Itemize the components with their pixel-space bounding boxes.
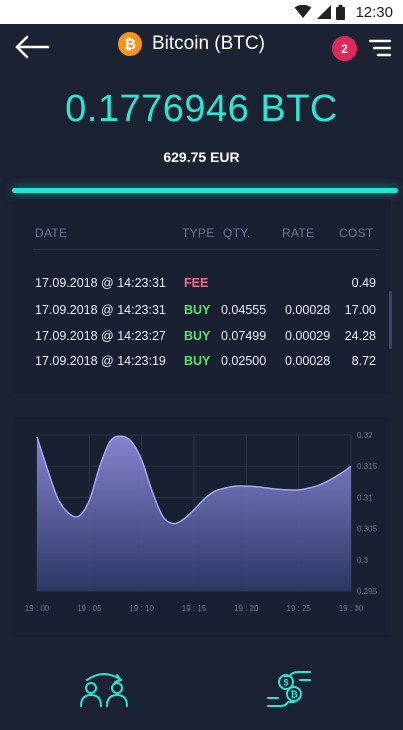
- coin-title: ₿ Bitcoin (BTC): [118, 32, 265, 56]
- transactions-header: DATE TYPE QTY. RATE COST: [13, 226, 391, 242]
- transaction-row[interactable]: 17.09.2018 @ 14:23:19 BUY 0.02500 0.0002…: [13, 354, 391, 372]
- y-tick-label: 0.315: [357, 462, 378, 471]
- tx-qty: 0.04555: [221, 303, 267, 317]
- x-tick-label: 19 : 15: [182, 604, 207, 613]
- y-tick-label: 0.305: [357, 525, 378, 534]
- money-exchange-icon[interactable]: $ ₿: [264, 664, 314, 714]
- status-bar: 12:30: [0, 0, 403, 24]
- battery-icon: [336, 4, 346, 20]
- transactions-scrollbar[interactable]: [389, 291, 392, 349]
- column-cost: COST: [339, 226, 374, 240]
- y-tick-label: 0.3: [357, 556, 369, 565]
- accent-divider: [12, 188, 398, 193]
- tx-type: FEE: [184, 276, 209, 290]
- tx-date: 17.09.2018 @ 14:23:31: [35, 303, 166, 317]
- price-chart-panel: 0.32 0.315 0.31 0.305 0.3 0.295 19 : 00 19 : 0…: [13, 417, 391, 637]
- notification-badge[interactable]: 2: [332, 36, 357, 61]
- tx-date: 17.09.2018 @ 14:23:19: [35, 354, 166, 368]
- svg-text:$: $: [283, 678, 288, 688]
- column-qty: QTY.: [223, 226, 251, 240]
- transaction-row[interactable]: 17.09.2018 @ 14:23:27 BUY 0.07499 0.0002…: [13, 329, 391, 347]
- column-rate: RATE: [282, 226, 315, 240]
- tx-cost: 8.72: [351, 354, 376, 368]
- header-divider: [33, 249, 379, 250]
- tx-rate: 0.00028: [285, 303, 331, 317]
- bottom-nav: $ ₿: [0, 660, 403, 720]
- column-date: DATE: [35, 226, 68, 240]
- balance-fiat: 629.75 EUR: [163, 149, 240, 165]
- y-tick-label: 0.295: [357, 587, 378, 596]
- tx-rate: 0.00029: [285, 329, 331, 343]
- transaction-row[interactable]: 17.09.2018 @ 14:23:31 BUY 0.04555 0.0002…: [13, 303, 391, 321]
- user-exchange-icon[interactable]: [77, 672, 131, 708]
- tx-date: 17.09.2018 @ 14:23:31: [35, 276, 166, 290]
- tx-type: BUY: [184, 354, 211, 368]
- tx-qty: 0.07499: [221, 329, 267, 343]
- transactions-panel: DATE TYPE QTY. RATE COST 17.09.2018 @ 14…: [13, 199, 392, 394]
- tx-cost: 0.49: [351, 276, 376, 290]
- price-line: [36, 435, 352, 525]
- y-tick-label: 0.32: [357, 431, 373, 440]
- tx-date: 17.09.2018 @ 14:23:27: [35, 329, 166, 343]
- price-chart: 0.32 0.315 0.31 0.305 0.3 0.295 19 : 00 19 : 0…: [25, 431, 378, 613]
- wifi-icon: [294, 5, 312, 18]
- status-time: 12:30: [355, 3, 393, 21]
- status-icons: [294, 4, 346, 20]
- y-tick-label: 0.31: [357, 493, 373, 502]
- transaction-row[interactable]: 17.09.2018 @ 14:23:31 FEE 0.49: [13, 276, 391, 294]
- column-type: TYPE: [182, 226, 215, 240]
- x-tick-label: 19 : 20: [234, 604, 259, 613]
- tx-type: BUY: [184, 303, 211, 317]
- tx-cost: 17.00: [344, 303, 376, 317]
- tx-cost: 24.28: [344, 329, 376, 343]
- back-arrow-icon[interactable]: [14, 34, 50, 60]
- filter-icon[interactable]: [369, 38, 391, 58]
- app-bar: ₿ Bitcoin (BTC) 2: [0, 24, 403, 70]
- page-title: Bitcoin (BTC): [152, 33, 265, 54]
- x-tick-label: 19 : 00: [25, 604, 50, 613]
- tx-qty: 0.02500: [221, 354, 267, 368]
- signal-icon: [317, 5, 332, 19]
- tx-type: BUY: [184, 329, 211, 343]
- balance-amount: 0.1776946 BTC: [65, 88, 338, 130]
- x-tick-label: 19 : 25: [286, 604, 311, 613]
- tx-rate: 0.00028: [285, 354, 331, 368]
- svg-text:₿: ₿: [290, 690, 297, 700]
- x-tick-label: 19 : 10: [129, 604, 154, 613]
- x-tick-label: 19 : 05: [77, 604, 102, 613]
- price-area: [37, 436, 351, 591]
- x-tick-label: 19 : 30: [339, 604, 364, 613]
- bitcoin-icon: ₿: [118, 32, 142, 56]
